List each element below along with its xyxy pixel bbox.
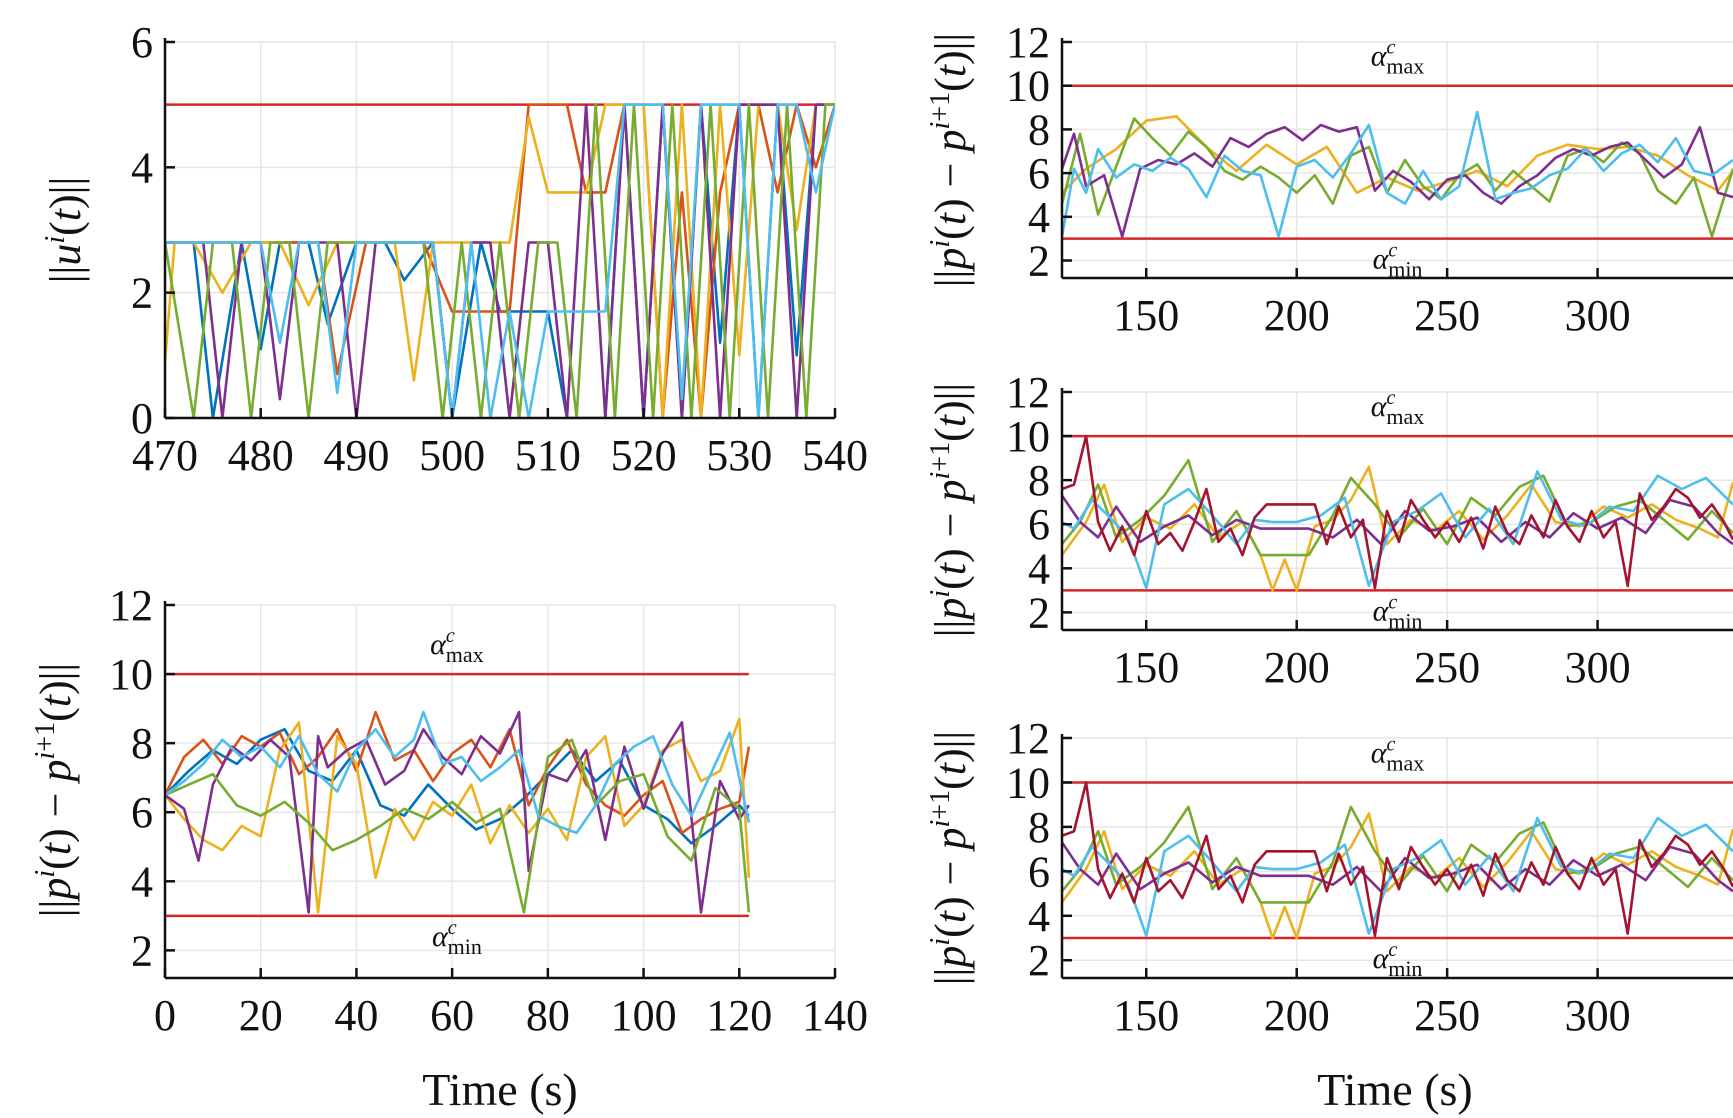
x-tick-label: 150 [1113,643,1179,692]
series-line-4 [1062,469,1733,590]
series-group [1062,781,1733,940]
y-tick-label: 4 [1028,193,1050,242]
y-tick-label: 10 [1006,412,1050,461]
series-line-4 [165,103,835,418]
x-tick-label: 0 [154,991,176,1040]
x-tick-label: 200 [1264,991,1330,1040]
x-tick-label: 20 [239,991,283,1040]
x-tick-label: 480 [228,431,294,480]
x-tick-label: 200 [1264,291,1330,340]
y-tick-label: 10 [109,650,153,699]
y-tick-label: 12 [109,581,153,630]
y-tick-label: 6 [1028,500,1050,549]
x-tick-label: 300 [1565,643,1631,692]
y-tick-label: 8 [1028,105,1050,154]
y-tick-label: 2 [1028,936,1050,985]
x-tick-label: 200 [1264,643,1330,692]
series-line-1 [165,727,750,845]
y-axis-label: ||pi(t) − pi+1(t)|| [925,731,975,986]
series-line-6 [165,710,751,835]
x-tick-label: 250 [1414,643,1480,692]
series-line-5 [165,103,835,418]
x-axis-label: Time (s) [422,1064,578,1115]
series-group [1062,434,1733,592]
series-line-4 [1062,816,1733,938]
x-tick-label: 250 [1414,291,1480,340]
y-tick-label: 6 [1028,149,1050,198]
x-tick-label: 120 [706,991,772,1040]
series-line-5 [165,738,751,914]
x-tick-label: 140 [802,991,868,1040]
x-tick-label: 150 [1113,291,1179,340]
x-tick-label: 100 [611,991,677,1040]
alpha-max-label: αc max [1371,37,1425,79]
y-tick-label: 8 [1028,456,1050,505]
y-tick-label: 6 [1028,847,1050,896]
y-axis-label: ||pi(t) − pi+1(t)|| [925,383,975,638]
alpha-min-label: αc min [432,917,482,959]
x-tick-label: 40 [334,991,378,1040]
x-tick-label: 250 [1414,991,1480,1040]
series-group [165,710,751,914]
y-axis-label: ||pi(t) − pi+1(t)|| [30,663,80,918]
y-tick-label: 12 [1006,368,1050,417]
chart-c1: 0 2 4 6 470 480 490 500 510 520 530 540 ||ui(t)|| [40,18,868,480]
y-tick-label: 4 [131,857,153,906]
y-tick-label: 2 [1028,588,1050,637]
x-tick-label: 490 [323,431,389,480]
x-tick-label: 500 [419,431,485,480]
y-tick-label: 12 [1006,714,1050,763]
series-line-1 [1062,115,1733,195]
series-line-5 [1062,781,1733,938]
alpha-max-label: αc max [1371,387,1425,429]
series-group [1062,110,1733,238]
y-axis-label: ||ui(t)|| [40,177,90,284]
x-tick-label: 80 [526,991,570,1040]
y-tick-label: 2 [131,926,153,975]
y-tick-label: 6 [131,18,153,67]
alpha-min-label: αc min [1373,591,1423,633]
y-axis-label: ||pi(t) − pi+1(t)|| [925,33,975,288]
alpha-max-label: αc max [1371,733,1425,775]
y-tick-label: 2 [1028,237,1050,286]
series-line-2 [1062,117,1733,238]
y-tick-label: 8 [131,719,153,768]
series-line-2 [165,710,751,835]
y-tick-label: 0 [131,394,153,443]
series-line-2 [1062,458,1733,557]
alpha-max-label: αc max [430,625,484,667]
y-tick-label: 10 [1006,758,1050,807]
x-tick-label: 530 [706,431,772,480]
y-tick-label: 10 [1006,62,1050,111]
y-tick-label: 12 [1006,18,1050,67]
x-tick-label: 300 [1565,291,1631,340]
x-tick-label: 540 [802,431,868,480]
x-tick-label: 520 [611,431,677,480]
y-tick-label: 8 [1028,803,1050,852]
x-tick-label: 300 [1565,991,1631,1040]
series-group [165,103,835,418]
y-tick-label: 6 [131,788,153,837]
x-tick-label: 470 [132,431,198,480]
x-tick-label: 150 [1113,991,1179,1040]
y-tick-label: 4 [131,143,153,192]
alpha-min-label: αc min [1373,240,1423,282]
x-tick-label: 510 [515,431,581,480]
y-tick-label: 4 [1028,544,1050,593]
y-tick-label: 4 [1028,892,1050,941]
alpha-min-label: αc min [1373,939,1423,981]
series-line-4 [165,710,750,914]
series-line-6 [165,103,835,418]
x-axis-label: Time (s) [1317,1064,1473,1115]
x-tick-label: 60 [430,991,474,1040]
series-line-2 [1062,805,1733,904]
series-line-4 [1062,110,1733,238]
series-line-5 [1062,434,1733,590]
y-tick-label: 2 [131,269,153,318]
